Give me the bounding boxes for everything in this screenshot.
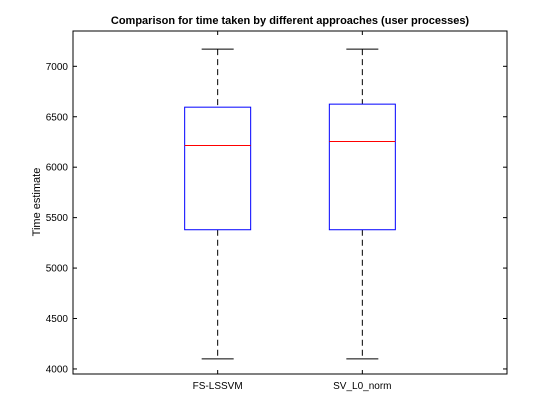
x-tick-label: SV_L0_norm [333, 381, 391, 392]
box-fs-lssvm [184, 48, 252, 360]
y-tick-label: 6500 [46, 112, 69, 123]
iqr-box [328, 103, 396, 231]
y-tick-label: 5000 [46, 264, 69, 275]
y-tick-label: 4000 [46, 364, 69, 375]
y-tick-label: 7000 [46, 62, 69, 73]
box-sv-l0-norm [328, 48, 396, 360]
chart-title: Comparison for time taken by different a… [111, 15, 470, 27]
y-tick-label: 5500 [46, 213, 69, 224]
iqr-box [184, 106, 252, 231]
y-tick-label: 4500 [46, 314, 69, 325]
y-tick-label: 6000 [46, 163, 69, 174]
plot-area [72, 30, 508, 375]
x-axis: FS-LSSVM SV_L0_norm [193, 31, 392, 392]
x-tick-label: FS-LSSVM [193, 381, 243, 392]
y-axis: 4000 4500 5000 5500 6000 6500 7000 [46, 62, 507, 375]
y-axis-label: Time estimate [31, 168, 43, 237]
box-series [184, 48, 396, 360]
